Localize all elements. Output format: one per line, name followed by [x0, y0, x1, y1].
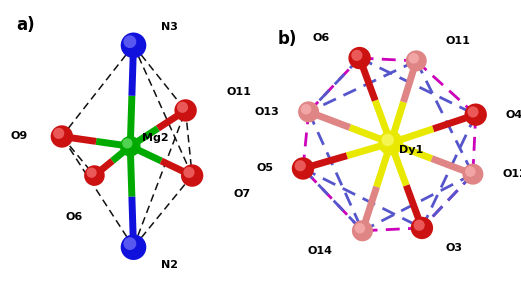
Point [58, 134, 66, 139]
Point [383, 138, 392, 142]
Point [415, 223, 424, 227]
Text: O4: O4 [505, 110, 521, 120]
Text: O3: O3 [445, 243, 463, 253]
Point [126, 241, 134, 246]
Text: O13: O13 [254, 107, 279, 117]
Text: a): a) [16, 16, 35, 34]
Text: N3: N3 [161, 22, 178, 32]
Point [469, 110, 477, 114]
Point [358, 229, 367, 233]
Text: O7: O7 [233, 189, 250, 199]
Text: O11: O11 [227, 87, 252, 97]
Text: O6: O6 [313, 33, 330, 43]
Point [129, 245, 138, 249]
Point [178, 105, 187, 110]
Point [410, 56, 418, 61]
Text: O11: O11 [446, 36, 471, 46]
Point [126, 39, 134, 44]
Point [387, 141, 395, 145]
Point [126, 144, 134, 148]
Point [185, 170, 193, 175]
Point [302, 107, 310, 112]
Point [353, 53, 361, 57]
Point [123, 141, 131, 146]
Text: Mg2: Mg2 [142, 134, 169, 144]
Point [88, 170, 96, 175]
Point [304, 110, 313, 114]
Text: O14: O14 [308, 246, 333, 256]
Point [469, 172, 477, 176]
Text: Dy1: Dy1 [399, 145, 424, 155]
Point [129, 43, 138, 47]
Text: b): b) [278, 30, 297, 48]
Point [472, 112, 480, 117]
Point [296, 164, 304, 168]
Text: N2: N2 [161, 261, 178, 271]
Text: O6: O6 [66, 212, 83, 222]
Point [181, 108, 190, 113]
Point [418, 226, 426, 230]
Text: O9: O9 [10, 132, 28, 142]
Point [412, 59, 420, 63]
Point [90, 173, 98, 178]
Point [355, 56, 364, 60]
Point [466, 169, 475, 174]
Point [188, 173, 196, 178]
Text: O5: O5 [256, 164, 273, 174]
Point [299, 166, 307, 171]
Point [55, 131, 63, 136]
Point [356, 226, 364, 231]
Text: O12: O12 [503, 169, 521, 179]
